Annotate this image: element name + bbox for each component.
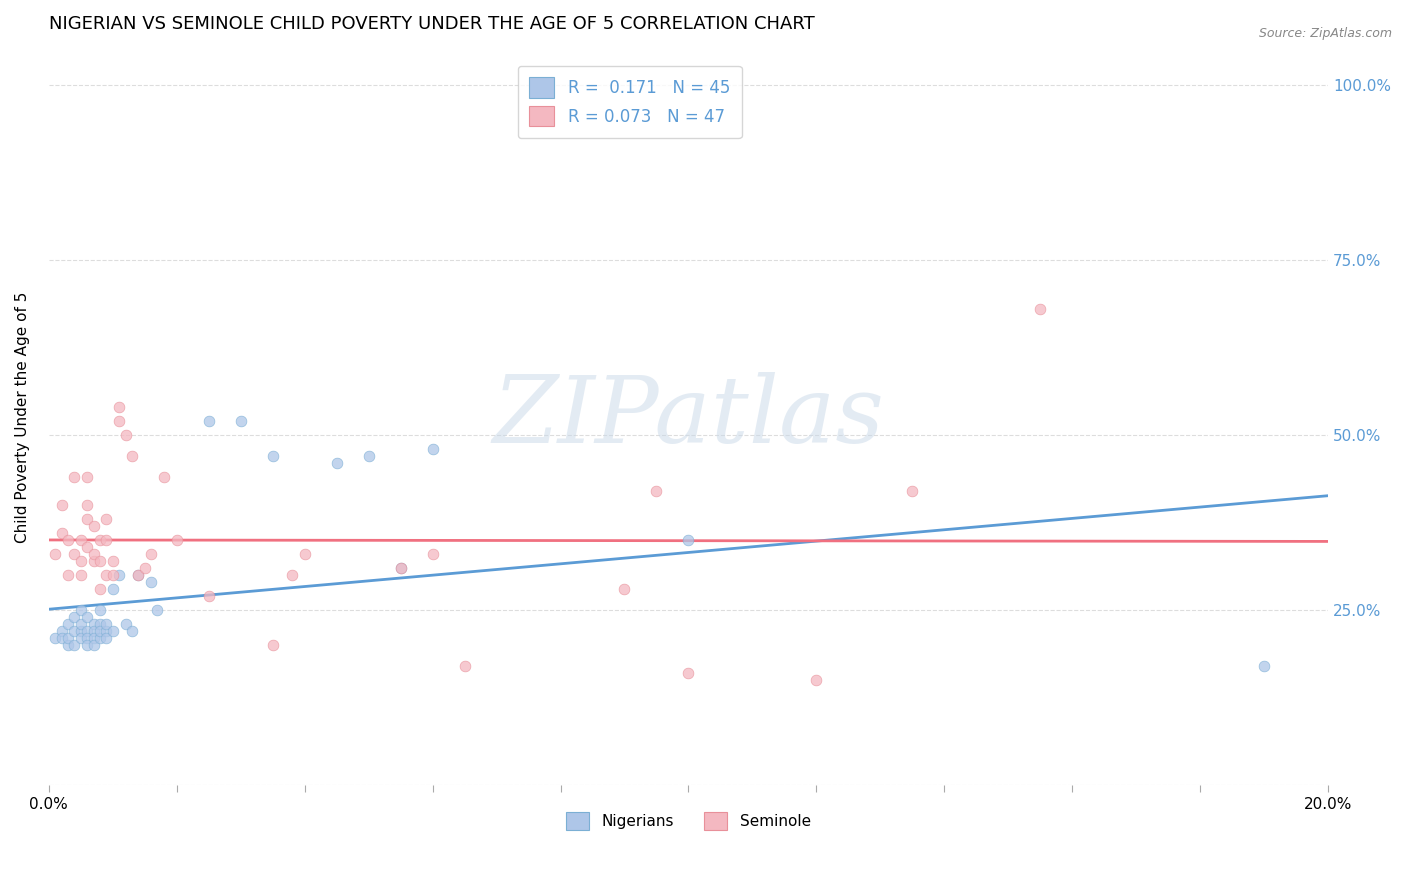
Point (63, 610, 86, 624)
Point (101, 554, 124, 568)
Point (51, 526, 73, 541)
Point (108, 400, 131, 414)
Point (139, 547, 162, 561)
Point (101, 582, 124, 596)
Point (83, 554, 105, 568)
Point (83, 547, 105, 561)
Point (139, 574, 162, 589)
Point (166, 533, 188, 547)
Point (96, 631, 118, 645)
Point (51, 498, 73, 512)
Point (127, 568, 149, 582)
Point (51, 624, 73, 638)
Point (357, 449, 380, 463)
Point (96, 512, 118, 526)
Point (89, 603, 111, 617)
Point (121, 624, 143, 638)
Point (63, 470, 86, 484)
Point (56, 631, 79, 645)
Point (69, 568, 91, 582)
Point (153, 470, 176, 484)
Point (83, 638, 105, 652)
Point (76, 470, 98, 484)
Point (108, 414, 131, 428)
Point (76, 498, 98, 512)
Point (422, 442, 444, 456)
Point (389, 561, 412, 575)
Point (197, 589, 219, 603)
Point (96, 624, 118, 638)
Point (51, 631, 73, 645)
Point (76, 610, 98, 624)
Point (281, 568, 304, 582)
Point (294, 547, 316, 561)
Point (89, 582, 111, 596)
Point (453, 659, 475, 673)
Point (127, 568, 149, 582)
Point (76, 540, 98, 554)
Point (76, 512, 98, 526)
Point (56, 617, 79, 632)
Point (89, 533, 111, 547)
Y-axis label: Child Poverty Under the Age of 5: Child Poverty Under the Age of 5 (15, 292, 30, 543)
Point (114, 617, 136, 632)
Point (121, 449, 143, 463)
Point (83, 617, 105, 632)
Point (325, 456, 347, 470)
Point (69, 603, 91, 617)
Point (56, 533, 79, 547)
Point (63, 547, 86, 561)
Point (83, 519, 105, 533)
Point (56, 568, 79, 582)
Point (69, 617, 91, 632)
Point (108, 568, 131, 582)
Point (69, 624, 91, 638)
Point (96, 568, 118, 582)
Point (197, 414, 219, 428)
Point (678, 533, 700, 547)
Point (44, 547, 66, 561)
Point (76, 638, 98, 652)
Point (83, 624, 105, 638)
Point (901, 483, 924, 498)
Point (101, 624, 124, 638)
Point (69, 554, 91, 568)
Text: Source: ZipAtlas.com: Source: ZipAtlas.com (1258, 27, 1392, 40)
Point (422, 547, 444, 561)
Point (262, 449, 284, 463)
Point (262, 638, 284, 652)
Point (806, 673, 828, 687)
Text: ZIPatlas: ZIPatlas (492, 373, 884, 462)
Point (645, 483, 668, 498)
Legend: Nigerians, Seminole: Nigerians, Seminole (560, 805, 817, 837)
Point (83, 631, 105, 645)
Point (44, 631, 66, 645)
Point (63, 624, 86, 638)
Point (134, 561, 156, 575)
Point (69, 533, 91, 547)
Point (96, 533, 118, 547)
Point (1253, 659, 1275, 673)
Point (63, 638, 86, 652)
Point (146, 603, 169, 617)
Point (76, 631, 98, 645)
Point (678, 666, 700, 681)
Point (1029, 301, 1052, 316)
Point (229, 414, 252, 428)
Point (101, 568, 124, 582)
Point (89, 631, 111, 645)
Point (114, 428, 136, 442)
Point (76, 624, 98, 638)
Point (69, 631, 91, 645)
Point (89, 624, 111, 638)
Point (56, 638, 79, 652)
Point (89, 554, 111, 568)
Point (389, 561, 412, 575)
Point (613, 582, 636, 596)
Text: NIGERIAN VS SEMINOLE CHILD POVERTY UNDER THE AGE OF 5 CORRELATION CHART: NIGERIAN VS SEMINOLE CHILD POVERTY UNDER… (49, 15, 814, 33)
Point (96, 617, 118, 632)
Point (89, 617, 111, 632)
